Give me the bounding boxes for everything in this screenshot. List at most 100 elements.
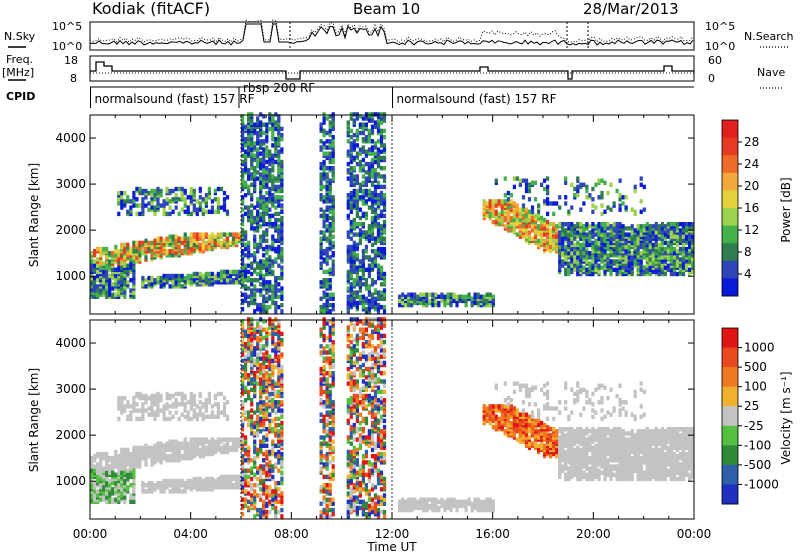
velocity-cell xyxy=(96,474,100,480)
power-cell xyxy=(591,197,595,202)
power-cell xyxy=(567,232,571,237)
power-cell xyxy=(277,114,281,119)
velocity-cell xyxy=(259,470,263,475)
power-cell xyxy=(379,195,384,200)
velocity-cell xyxy=(180,412,184,417)
power-cell xyxy=(241,118,245,123)
power-cell xyxy=(280,309,284,314)
power-cell xyxy=(277,195,281,200)
velocity-cell xyxy=(259,404,263,409)
velocity-cell xyxy=(262,385,266,390)
velocity-cell xyxy=(171,449,175,455)
power-cell xyxy=(618,197,622,202)
power-cell xyxy=(259,234,263,239)
power-cell xyxy=(141,197,145,202)
power-cell xyxy=(241,147,245,152)
power-cell xyxy=(96,288,100,293)
power-cell xyxy=(633,188,637,194)
velocity-cell xyxy=(253,456,257,461)
power-cell xyxy=(328,166,332,171)
power-cell xyxy=(588,230,592,235)
velocity-cell xyxy=(265,509,269,515)
power-cell xyxy=(274,126,278,132)
power-cell xyxy=(268,263,272,268)
power-cell xyxy=(114,244,118,250)
power-cell xyxy=(361,304,365,310)
velocity-cell xyxy=(120,400,124,405)
power-cell xyxy=(518,182,522,187)
power-cell xyxy=(325,139,329,144)
power-cell xyxy=(382,296,387,301)
power-cell xyxy=(319,145,323,150)
power-cell xyxy=(558,263,562,268)
power-cell xyxy=(183,203,187,208)
velocity-cell xyxy=(156,391,160,397)
power-cell xyxy=(265,159,269,165)
power-cell xyxy=(250,176,254,181)
power-cell xyxy=(591,259,595,264)
velocity-cell xyxy=(132,478,136,484)
power-cell xyxy=(684,251,689,256)
power-cell xyxy=(407,292,411,297)
power-cell xyxy=(558,234,562,239)
power-cell xyxy=(165,201,169,206)
power-cell xyxy=(588,193,592,198)
power-cell xyxy=(280,290,284,295)
power-cell xyxy=(265,170,269,175)
velocity-cell xyxy=(156,395,160,401)
velocity-cell xyxy=(156,406,160,411)
power-cell xyxy=(364,211,368,217)
power-cell xyxy=(376,112,381,117)
power-cell xyxy=(322,195,326,200)
power-cell xyxy=(379,282,384,287)
velocity-cell xyxy=(189,404,193,409)
power-cell xyxy=(428,292,432,297)
power-cell xyxy=(645,253,649,258)
power-cell xyxy=(322,112,326,117)
power-cell xyxy=(615,188,619,194)
velocity-cell xyxy=(207,391,211,397)
freq-trace xyxy=(90,61,694,80)
velocity-cell xyxy=(244,342,248,347)
power-cell xyxy=(253,226,257,231)
power-cell xyxy=(105,265,109,270)
power-cell xyxy=(645,236,649,241)
power-cell xyxy=(183,197,187,202)
power-cell xyxy=(491,199,495,204)
power-cell xyxy=(361,249,365,254)
power-cell xyxy=(216,209,220,214)
power-cell xyxy=(274,137,278,142)
velocity-cell xyxy=(126,400,130,405)
power-cell xyxy=(503,193,507,198)
power-cell xyxy=(376,122,381,127)
power-cell xyxy=(591,203,595,208)
power-cell xyxy=(615,251,619,256)
power-cell xyxy=(361,126,365,132)
power-cell xyxy=(222,238,227,243)
power-cell xyxy=(373,240,378,246)
power-cell xyxy=(521,207,526,212)
power-cell xyxy=(361,157,365,163)
power-cell xyxy=(222,190,227,196)
power-cell xyxy=(268,255,272,260)
power-cell xyxy=(552,211,556,217)
power-cell xyxy=(609,240,613,246)
velocity-cell xyxy=(247,422,251,428)
power-cell xyxy=(241,213,245,219)
power-cell xyxy=(691,253,695,258)
power-cell xyxy=(201,211,205,217)
power-cell xyxy=(437,300,441,306)
power-cell xyxy=(331,302,335,308)
power-cell xyxy=(201,273,205,279)
power-cell xyxy=(582,265,586,270)
power-cell xyxy=(274,246,278,252)
power-cell xyxy=(370,304,375,310)
power-cell xyxy=(461,294,465,299)
power-cell xyxy=(325,228,329,233)
velocity-cell xyxy=(129,483,133,488)
power-cell xyxy=(491,219,495,225)
power-cell xyxy=(582,228,586,233)
velocity-cell xyxy=(180,391,184,397)
power-cell xyxy=(346,176,350,181)
velocity-cell xyxy=(162,478,166,484)
